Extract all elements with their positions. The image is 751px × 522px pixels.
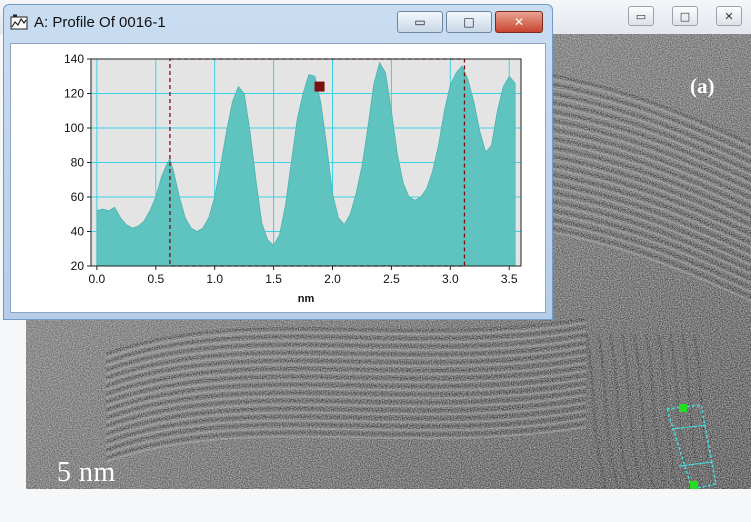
x-tick-label: 0.5 bbox=[147, 272, 164, 286]
panel-label: (a) bbox=[690, 74, 715, 98]
profile-close-button[interactable]: ✕ bbox=[495, 11, 543, 33]
maximize-icon: □ bbox=[463, 15, 475, 29]
x-axis-label: nm bbox=[298, 293, 315, 305]
tem-maximize-button[interactable]: □ bbox=[672, 6, 698, 26]
minimize-icon: ▭ bbox=[414, 15, 426, 29]
tem-close-button[interactable]: ✕ bbox=[716, 6, 742, 26]
plot-frame bbox=[90, 58, 522, 267]
profile-window-title: A: Profile Of 0016-1 bbox=[34, 14, 166, 31]
profile-maximize-button[interactable]: □ bbox=[446, 11, 492, 33]
x-tick-label: 1.0 bbox=[206, 272, 223, 286]
x-tick-label: 3.0 bbox=[442, 272, 459, 286]
tem-minimize-button[interactable]: ▭ bbox=[628, 6, 654, 26]
x-tick-labels: 0.0 0.5 1.0 1.5 2.0 2.5 3.0 3.5 bbox=[89, 272, 518, 286]
close-icon: ✕ bbox=[724, 9, 734, 23]
profile-minimize-button[interactable]: ▭ bbox=[397, 11, 443, 33]
profile-roi-box[interactable] bbox=[666, 404, 717, 489]
x-tick-label: 0.0 bbox=[89, 272, 106, 286]
y-tick-label: 80 bbox=[71, 156, 85, 170]
x-tick-label: 2.5 bbox=[383, 272, 400, 286]
profile-chart[interactable]: 0.0 0.5 1.0 1.5 2.0 2.5 3.0 3.5 20 40 60 80 100 120 1… bbox=[11, 44, 545, 312]
x-tick-label: 2.0 bbox=[324, 272, 341, 286]
cursor-marker[interactable] bbox=[314, 81, 325, 92]
y-tick-label: 60 bbox=[71, 190, 85, 204]
y-tick-label: 120 bbox=[64, 87, 84, 101]
minimize-icon: ▭ bbox=[635, 9, 647, 23]
y-tick-label: 100 bbox=[64, 121, 84, 135]
maximize-icon: □ bbox=[679, 9, 691, 23]
y-tick-labels: 20 40 60 80 100 120 140 bbox=[64, 52, 84, 273]
y-tick-label: 140 bbox=[64, 52, 84, 66]
x-tick-label: 3.5 bbox=[501, 272, 518, 286]
profile-chart-area: 0.0 0.5 1.0 1.5 2.0 2.5 3.0 3.5 20 40 60 80 100 120 1… bbox=[10, 43, 546, 313]
roi-handle-top[interactable] bbox=[679, 404, 687, 412]
profile-window[interactable]: A: Profile Of 0016-1 ▭ □ ✕ 0.0 0.5 1.0 1.5 2… bbox=[3, 4, 553, 320]
y-tick-label: 40 bbox=[71, 225, 85, 239]
profile-tool-icon bbox=[10, 14, 28, 30]
roi-handle-bottom[interactable] bbox=[690, 481, 698, 489]
profile-area-series bbox=[96, 61, 516, 267]
viewer-bottom-margin bbox=[0, 489, 751, 522]
y-tick-label: 20 bbox=[71, 259, 85, 273]
scale-bar-label: 5 nm bbox=[57, 457, 116, 488]
x-tick-label: 1.5 bbox=[265, 272, 282, 286]
close-icon: ✕ bbox=[513, 15, 525, 29]
